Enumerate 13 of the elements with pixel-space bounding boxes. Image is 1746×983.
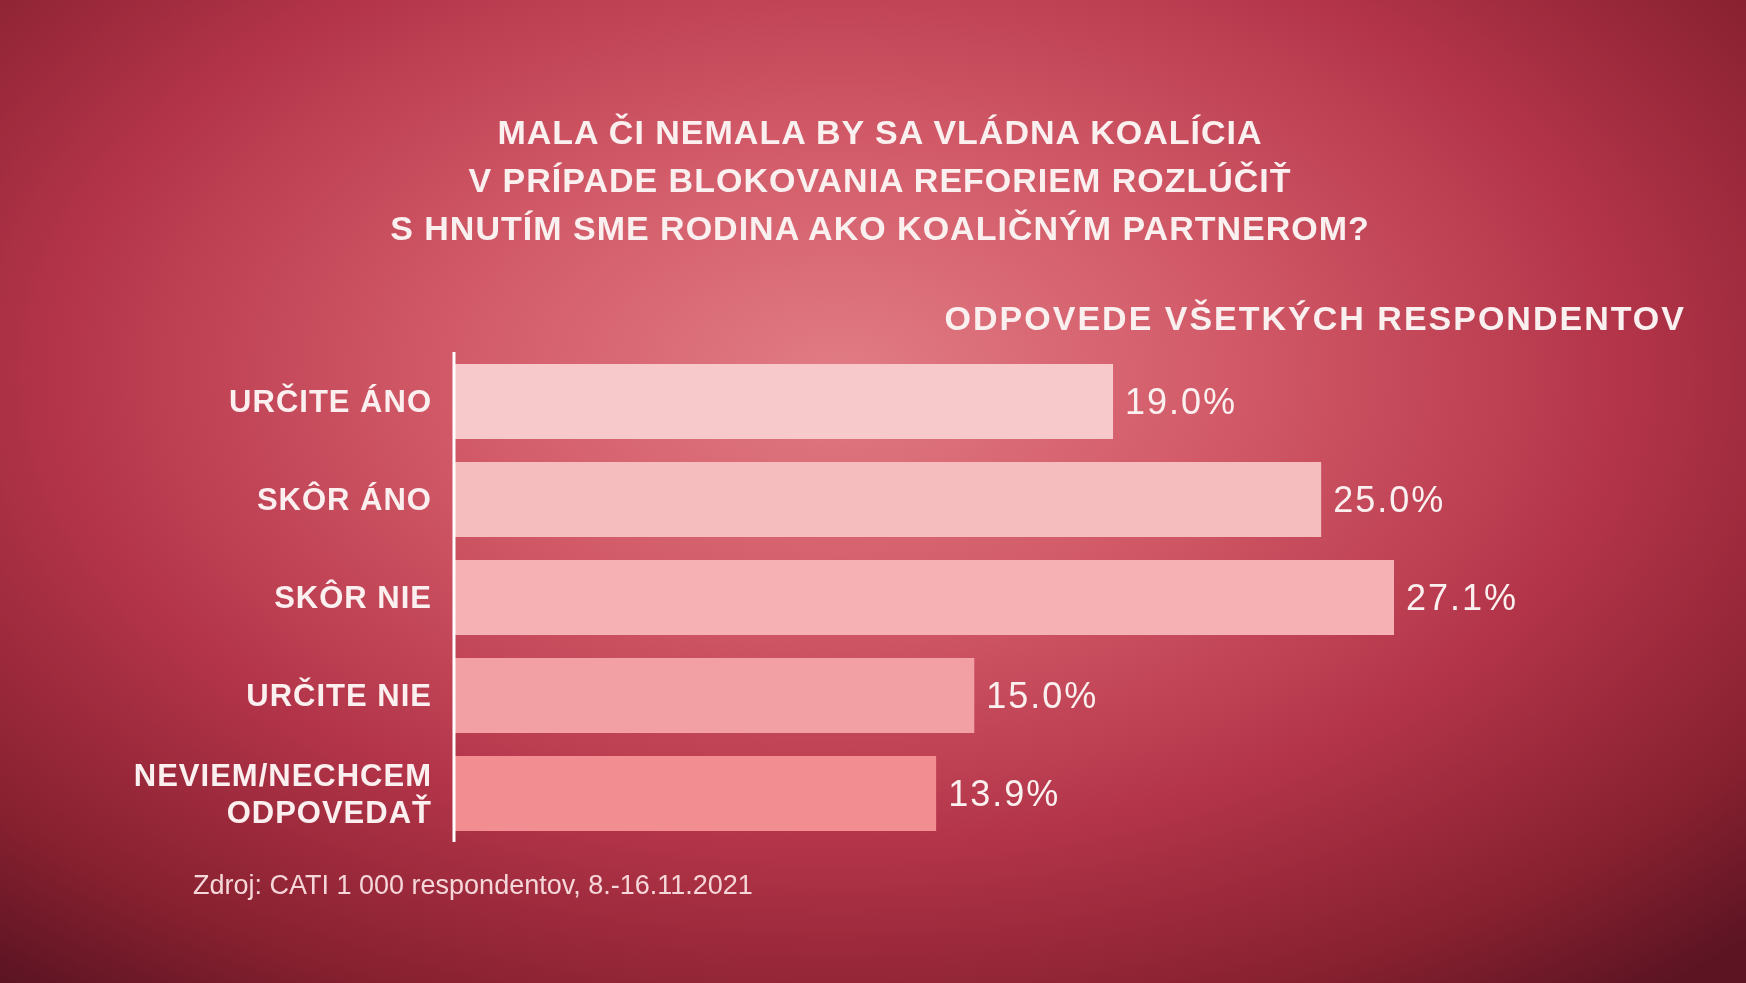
y-tick-label: NEVIEM/NECHCEM ODPOVEDAŤ	[133, 757, 432, 829]
data-label: 25.0%	[1333, 479, 1446, 521]
data-label: 19.0%	[1125, 381, 1238, 423]
chart-title: MALA ČI NEMALA BY SA VLÁDNA KOALÍCIA V PRÍPADE BLOKOVANIA REFORIEM ROZLÚČIŤ S HNUTÍM SME RODINA AKO KOALIČNÝM PARTNEROM?	[389, 112, 1371, 249]
data-label: 13.9%	[948, 773, 1061, 815]
y-tick-label: SKÔR ÁNO	[256, 480, 432, 517]
data-label: 15.0%	[986, 675, 1099, 717]
y-tick-label: SKÔR NIE	[274, 578, 432, 615]
y-tick-label: URČITE ÁNO	[229, 382, 432, 419]
chart-subtitle: ODPOVEDE VŠETKÝCH RESPONDENTOV	[944, 298, 1686, 339]
text: Zdroj: CATI 1 000 respondentov, 8.-16.11.2021	[193, 869, 753, 902]
data-label: 27.1%	[1406, 577, 1519, 619]
y-tick-label: URČITE NIE	[246, 676, 432, 713]
